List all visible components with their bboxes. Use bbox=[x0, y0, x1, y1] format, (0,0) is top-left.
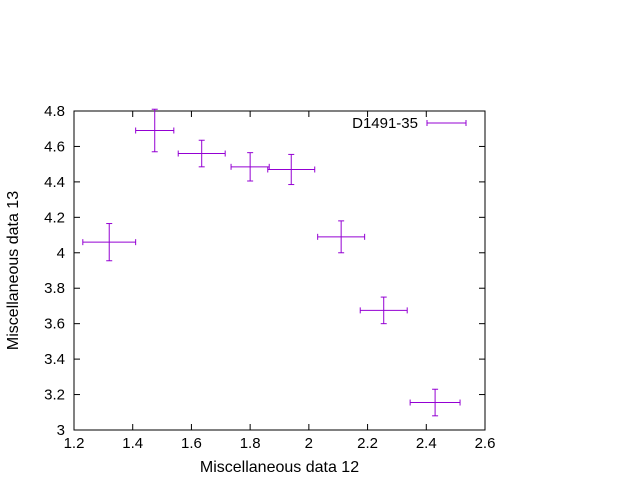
legend-label: D1491-35 bbox=[352, 115, 418, 132]
y-tick-label: 4.4 bbox=[44, 174, 65, 191]
y-tick-label: 3.6 bbox=[44, 316, 65, 333]
x-tick-label: 2.6 bbox=[475, 435, 496, 452]
x-axis: 1.2 1.4 1.6 1.8 2 2.2 2.4 2.6 bbox=[64, 111, 496, 452]
plot-frame bbox=[73, 110, 486, 431]
y-tick-label: 4.2 bbox=[44, 209, 65, 226]
x-tick-label: 1.8 bbox=[240, 435, 261, 452]
y-tick-label: 3.8 bbox=[44, 280, 65, 297]
y-tick-label: 3.4 bbox=[44, 351, 65, 368]
plot-border bbox=[73, 110, 486, 431]
data-point bbox=[359, 296, 408, 325]
y-tick-label: 4.8 bbox=[44, 103, 65, 120]
data-point bbox=[267, 153, 316, 186]
data-point bbox=[135, 108, 175, 153]
y-tick-label: 3.2 bbox=[44, 387, 65, 404]
data-point bbox=[82, 223, 137, 262]
x-tick-label: 1.6 bbox=[181, 435, 202, 452]
data-point bbox=[317, 220, 366, 254]
x-tick-label: 2 bbox=[305, 435, 313, 452]
y-axis-label: Miscellaneous data 13 bbox=[5, 191, 22, 350]
y-tick-label: 4.6 bbox=[44, 138, 65, 155]
legend-swatch bbox=[426, 120, 467, 126]
y-axis: 3 3.2 3.4 3.6 3.8 4 4.2 4.4 4.6 4.8 bbox=[44, 103, 485, 439]
y-tick-label: 3 bbox=[57, 422, 65, 439]
y-tick-label: 4 bbox=[57, 245, 65, 262]
data-point bbox=[230, 152, 270, 182]
x-tick-label: 1.4 bbox=[122, 435, 143, 452]
series-layer bbox=[82, 108, 461, 417]
series-errorbars bbox=[82, 108, 461, 417]
data-point bbox=[177, 139, 226, 168]
data-point bbox=[409, 388, 461, 417]
legend: D1491-35 bbox=[352, 115, 467, 132]
x-tick-label: 2.4 bbox=[416, 435, 437, 452]
x-axis-label: Miscellaneous data 12 bbox=[200, 459, 359, 476]
x-tick-label: 2.2 bbox=[357, 435, 378, 452]
x-tick-label: 1.2 bbox=[64, 435, 85, 452]
